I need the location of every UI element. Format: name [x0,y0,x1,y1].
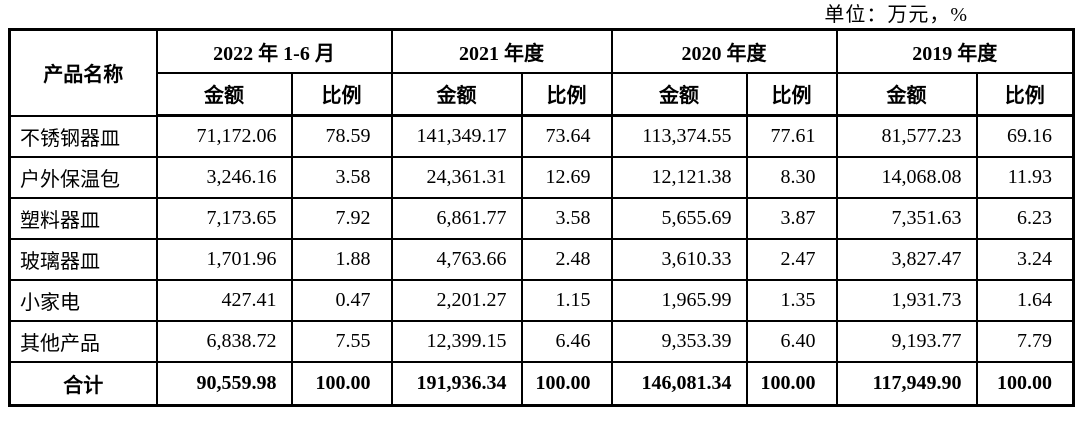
product-name-cell: 塑料器皿 [8,196,158,240]
amount-cell: 6,861.77 [390,196,523,240]
unit-label: 单位：万元，% [824,4,968,26]
table-row: 小家电 427.41 0.47 2,201.27 1.15 1,965.99 1… [8,278,1075,322]
header-row-subheaders: 金额 比例 金额 比例 金额 比例 金额 比例 [10,71,1075,117]
ratio-header: 比例 [520,71,613,117]
product-name-cell: 不锈钢器皿 [8,114,158,158]
amount-cell: 3,610.33 [610,237,748,281]
ratio-header: 比例 [290,71,393,117]
amount-cell: 1,965.99 [610,278,748,322]
amount-cell: 71,172.06 [155,114,293,158]
amount-cell: 113,374.55 [610,114,748,158]
ratio-cell: 11.93 [975,155,1075,199]
total-label-cell: 合计 [8,360,158,407]
ratio-cell: 0.47 [290,278,393,322]
amount-cell: 12,121.38 [610,155,748,199]
ratio-cell: 1.64 [975,278,1075,322]
ratio-cell: 2.47 [745,237,838,281]
amount-header: 金额 [390,71,523,117]
ratio-header: 比例 [975,71,1075,117]
ratio-cell: 1.88 [290,237,393,281]
ratio-cell: 1.35 [745,278,838,322]
ratio-cell: 7.55 [290,319,393,363]
header-row-periods: 产品名称 2022 年 1-6 月 2021 年度 2020 年度 2019 年… [8,28,1075,117]
amount-cell: 7,351.63 [835,196,978,240]
table-row: 玻璃器皿 1,701.96 1.88 4,763.66 2.48 3,610.3… [8,237,1075,281]
table-row: 户外保温包 3,246.16 3.58 24,361.31 12.69 12,1… [8,155,1075,199]
ratio-cell: 8.30 [745,155,838,199]
ratio-cell: 77.61 [745,114,838,158]
amount-cell: 9,353.39 [610,319,748,363]
amount-cell: 9,193.77 [835,319,978,363]
amount-cell: 6,838.72 [155,319,293,363]
amount-cell: 24,361.31 [390,155,523,199]
amount-cell: 141,349.17 [390,114,523,158]
total-amount-cell: 191,936.34 [390,360,523,407]
total-ratio-cell: 100.00 [520,360,613,407]
amount-cell: 81,577.23 [835,114,978,158]
table-row: 塑料器皿 7,173.65 7.92 6,861.77 3.58 5,655.6… [8,196,1075,240]
amount-header: 金额 [835,71,978,117]
table-row: 其他产品 6,838.72 7.55 12,399.15 6.46 9,353.… [8,319,1075,363]
ratio-cell: 7.79 [975,319,1075,363]
ratio-cell: 2.48 [520,237,613,281]
ratio-cell: 6.46 [520,319,613,363]
revenue-by-product-table: 产品名称 2022 年 1-6 月 2021 年度 2020 年度 2019 年… [8,28,1076,407]
ratio-cell: 3.87 [745,196,838,240]
ratio-cell: 3.24 [975,237,1075,281]
amount-header: 金额 [155,71,293,117]
product-name-cell: 其他产品 [8,319,158,363]
amount-cell: 2,201.27 [390,278,523,322]
amount-cell: 4,763.66 [390,237,523,281]
ratio-cell: 78.59 [290,114,393,158]
amount-cell: 7,173.65 [155,196,293,240]
ratio-cell: 3.58 [290,155,393,199]
amount-cell: 1,701.96 [155,237,293,281]
period-header-2019: 2019 年度 [835,28,1075,74]
total-ratio-cell: 100.00 [975,360,1075,407]
ratio-cell: 3.58 [520,196,613,240]
total-amount-cell: 90,559.98 [155,360,293,407]
amount-cell: 14,068.08 [835,155,978,199]
total-ratio-cell: 100.00 [290,360,393,407]
amount-cell: 5,655.69 [610,196,748,240]
ratio-cell: 73.64 [520,114,613,158]
product-name-cell: 小家电 [8,278,158,322]
total-amount-cell: 146,081.34 [610,360,748,407]
period-header-2021: 2021 年度 [390,28,613,74]
amount-cell: 1,931.73 [835,278,978,322]
ratio-cell: 6.23 [975,196,1075,240]
product-name-cell: 户外保温包 [8,155,158,199]
product-name-header: 产品名称 [8,28,158,117]
ratio-cell: 7.92 [290,196,393,240]
ratio-cell: 12.69 [520,155,613,199]
table-row: 不锈钢器皿 71,172.06 78.59 141,349.17 73.64 1… [8,114,1075,158]
amount-cell: 3,246.16 [155,155,293,199]
ratio-cell: 69.16 [975,114,1075,158]
period-header-2020: 2020 年度 [610,28,838,74]
amount-cell: 3,827.47 [835,237,978,281]
product-name-cell: 玻璃器皿 [8,237,158,281]
amount-cell: 427.41 [155,278,293,322]
amount-header: 金额 [610,71,748,117]
total-amount-cell: 117,949.90 [835,360,978,407]
amount-cell: 12,399.15 [390,319,523,363]
period-header-2022h1: 2022 年 1-6 月 [155,28,393,74]
ratio-cell: 6.40 [745,319,838,363]
ratio-header: 比例 [745,71,838,117]
total-row: 合计 90,559.98 100.00 191,936.34 100.00 14… [8,360,1075,407]
ratio-cell: 1.15 [520,278,613,322]
total-ratio-cell: 100.00 [745,360,838,407]
